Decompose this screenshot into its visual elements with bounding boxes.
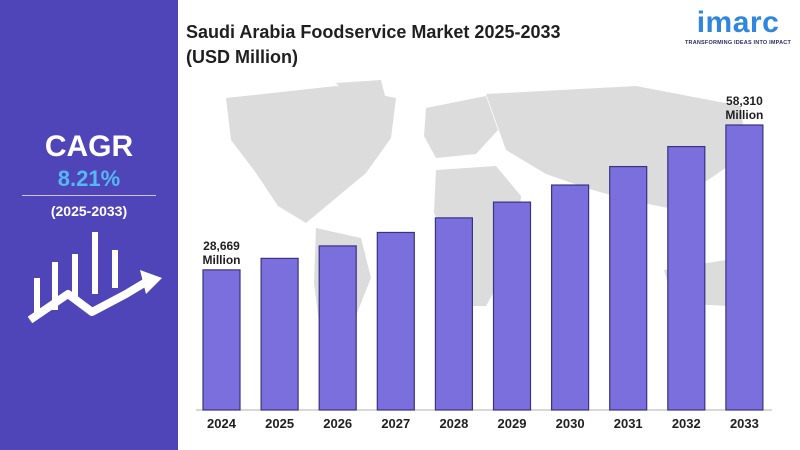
x-tick-label-2025: 2025	[265, 416, 294, 431]
chart-title-line-1: Saudi Arabia Foodservice Market 2025-203…	[186, 22, 561, 42]
bar-2030	[550, 184, 590, 411]
bar-2025	[260, 257, 299, 411]
logo-word: imarc	[696, 6, 780, 39]
bar-2026	[318, 245, 357, 411]
imarc-logo: imarc TRANSFORMING IDEAS INTO IMPACT	[682, 6, 794, 46]
x-tick-label-2030: 2030	[556, 416, 585, 431]
bar-2029	[492, 201, 532, 411]
x-tick-label-2032: 2032	[672, 416, 701, 431]
bar-2024	[202, 269, 241, 411]
x-tick-label-2024: 2024	[207, 416, 237, 431]
data-label-value-2033: 58,310	[726, 94, 763, 108]
cagr-divider	[22, 195, 156, 196]
growth-chart-icon	[28, 232, 162, 324]
data-label-value-2024: 28,669	[203, 239, 240, 253]
chart-title-line-2: (USD Million)	[186, 47, 298, 67]
bar-2031	[609, 165, 648, 411]
x-tick-label-2027: 2027	[381, 416, 410, 431]
x-tick-label-2026: 2026	[323, 416, 352, 431]
x-tick-label-2028: 2028	[439, 416, 468, 431]
data-label-unit-2033: Million	[725, 108, 763, 122]
x-tick-label-2031: 2031	[614, 416, 643, 431]
cagr-label: CAGR	[44, 130, 134, 163]
chart-title: Saudi Arabia Foodservice Market 2025-203…	[186, 20, 561, 70]
x-tick-label-2029: 2029	[498, 416, 527, 431]
bar-2027	[376, 231, 415, 411]
cagr-value: 8.21%	[57, 166, 121, 191]
bar-2033	[725, 124, 764, 411]
data-label-unit-2024: Million	[203, 253, 241, 267]
bar-2028	[434, 217, 473, 411]
cagr-panel: CAGR 8.21% (2025-2033)	[0, 0, 178, 450]
logo-tagline: TRANSFORMING IDEAS INTO IMPACT	[684, 40, 792, 46]
cagr-period: (2025-2033)	[50, 203, 128, 219]
bar-2032	[667, 145, 706, 411]
x-tick-label-2033: 2033	[730, 416, 759, 431]
